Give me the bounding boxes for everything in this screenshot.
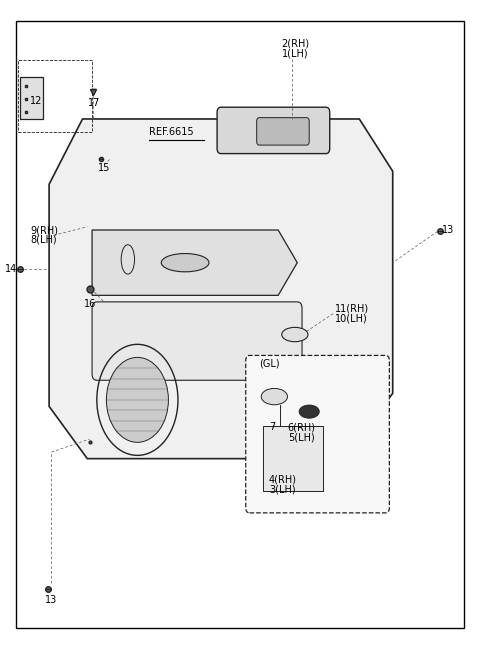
Text: 6(RH): 6(RH): [288, 422, 316, 432]
Text: 13: 13: [46, 596, 58, 605]
FancyBboxPatch shape: [246, 356, 389, 513]
Bar: [18, 60, 92, 132]
Text: 9(RH): 9(RH): [30, 225, 58, 235]
FancyBboxPatch shape: [92, 302, 302, 380]
Ellipse shape: [261, 388, 288, 405]
Text: 7: 7: [269, 422, 276, 432]
Ellipse shape: [282, 327, 308, 342]
FancyBboxPatch shape: [257, 117, 309, 145]
FancyBboxPatch shape: [217, 107, 330, 154]
Bar: [21, 77, 43, 119]
Text: 10(LH): 10(LH): [336, 313, 368, 323]
Text: 16: 16: [84, 300, 96, 310]
Text: 12: 12: [30, 96, 42, 106]
Text: 15: 15: [98, 163, 110, 173]
Text: 5(LH): 5(LH): [288, 432, 314, 442]
Polygon shape: [92, 230, 297, 295]
Text: REF.6615: REF.6615: [149, 127, 194, 137]
Text: 4(RH): 4(RH): [269, 474, 297, 485]
Bar: [263, 426, 323, 491]
Text: 14: 14: [5, 264, 17, 274]
Text: 13: 13: [442, 225, 454, 235]
Text: 11(RH): 11(RH): [336, 304, 370, 314]
Ellipse shape: [121, 245, 134, 274]
Text: 8(LH): 8(LH): [30, 235, 57, 245]
Text: 1(LH): 1(LH): [282, 49, 308, 58]
Polygon shape: [49, 119, 393, 459]
Text: 17: 17: [88, 98, 101, 108]
Text: 3(LH): 3(LH): [270, 484, 296, 495]
Text: (GL): (GL): [259, 359, 280, 369]
Ellipse shape: [299, 405, 319, 418]
Text: 2(RH): 2(RH): [281, 39, 309, 49]
Circle shape: [107, 358, 168, 442]
Ellipse shape: [161, 253, 209, 272]
